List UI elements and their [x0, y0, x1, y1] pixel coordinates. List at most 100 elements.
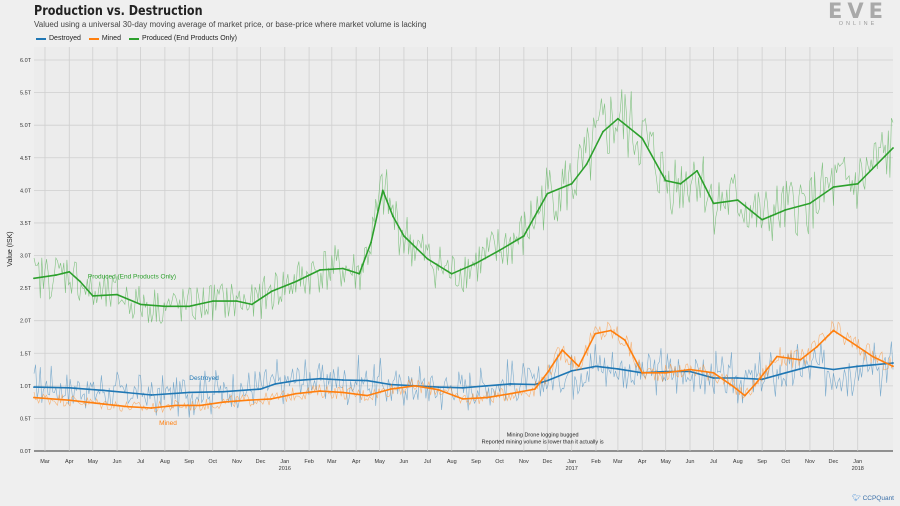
data-point-mined — [509, 392, 512, 395]
y-tick-label: 4.5T — [20, 156, 32, 162]
data-point-produced — [55, 274, 57, 276]
x-year-label: 2017 — [566, 466, 578, 472]
x-tick-label: Jun — [686, 459, 695, 465]
data-point-mined — [641, 371, 644, 374]
data-point-mined — [799, 358, 802, 361]
data-point-mined — [68, 399, 71, 402]
data-point-mined — [222, 401, 225, 404]
x-tick-label: Apr — [638, 459, 647, 465]
data-point-mined — [871, 355, 874, 358]
x-tick-label: May — [88, 459, 99, 465]
data-point-destroyed — [222, 390, 225, 393]
data-point-produced — [381, 189, 384, 192]
author-credit[interactable]: 🐦︎ CCPQuant — [852, 494, 894, 502]
data-point-mined — [414, 384, 416, 387]
data-point-produced — [809, 202, 811, 205]
data-point-produced — [761, 218, 764, 221]
data-point-produced — [79, 280, 82, 283]
legend: Destroyed Mined Produced (End Products O… — [36, 35, 237, 42]
data-point-mined — [546, 371, 549, 374]
data-point-produced — [696, 169, 698, 172]
x-tick-label: May — [661, 459, 672, 465]
data-point-produced — [370, 241, 372, 244]
y-tick-label: 3.5T — [20, 221, 32, 227]
data-point-destroyed — [486, 384, 488, 387]
data-point-produced — [679, 182, 682, 185]
x-tick-label: Sep — [184, 459, 194, 465]
data-point-mined — [776, 355, 778, 358]
data-point-produced — [211, 300, 214, 303]
series-noise-destroyed — [33, 341, 894, 418]
data-point-destroyed — [892, 362, 894, 364]
data-point-produced — [892, 147, 894, 149]
y-tick-label: 4.0T — [20, 188, 32, 194]
data-point-destroyed — [341, 379, 344, 381]
x-tick-label: Aug — [160, 459, 170, 465]
data-point-mined — [127, 405, 129, 408]
data-point-produced — [712, 202, 715, 205]
logo-wordmark: EVE — [828, 0, 888, 23]
data-point-produced — [294, 280, 297, 283]
chart-annotation: Reported mining volume is lower than it … — [482, 440, 604, 446]
y-tick-label: 1.0T — [20, 384, 32, 390]
data-point-mined — [389, 388, 392, 390]
x-tick-label: Feb — [591, 459, 600, 465]
data-point-mined — [247, 399, 249, 402]
legend-item-produced[interactable]: Produced (End Products Only) — [128, 35, 237, 42]
legend-swatch-produced — [128, 37, 139, 40]
x-year-label: 2018 — [852, 466, 864, 472]
data-point-destroyed — [274, 382, 277, 385]
data-point-produced — [832, 186, 835, 188]
data-point-produced — [236, 300, 238, 303]
data-point-mined — [366, 394, 368, 397]
legend-item-mined[interactable]: Mined — [88, 35, 121, 42]
data-point-destroyed — [595, 365, 597, 368]
legend-label-destroyed: Destroyed — [49, 35, 81, 42]
data-point-mined — [577, 365, 580, 368]
data-point-destroyed — [570, 369, 573, 372]
data-point-mined — [624, 339, 626, 342]
y-tick-label: 5.0T — [20, 123, 32, 129]
data-point-destroyed — [319, 377, 321, 380]
data-point-mined — [712, 371, 715, 374]
x-tick-label: Jan — [567, 459, 576, 465]
logo-subtext: ONLINE — [838, 21, 878, 27]
data-point-mined — [150, 407, 153, 409]
x-tick-label: May — [374, 459, 385, 465]
data-point-mined — [102, 403, 105, 405]
data-point-produced — [403, 235, 405, 237]
data-point-destroyed — [188, 391, 191, 394]
y-tick-label: 0.5T — [20, 416, 32, 422]
chart-annotation: Mining Drone logging bugged — [507, 433, 579, 439]
series-label-produced: Produced (End Products Only) — [88, 273, 176, 280]
legend-item-destroyed[interactable]: Destroyed — [36, 35, 81, 42]
data-point-produced — [358, 272, 361, 275]
data-point-destroyed — [617, 367, 619, 370]
y-tick-label: 1.5T — [20, 351, 32, 357]
data-point-mined — [437, 388, 440, 391]
x-tick-label: Sep — [757, 459, 767, 465]
data-point-produced — [392, 215, 394, 218]
data-point-destroyed — [68, 386, 71, 389]
data-point-produced — [250, 303, 253, 306]
data-point-mined — [341, 391, 344, 394]
data-point-produced — [641, 137, 644, 140]
data-point-produced — [585, 163, 588, 166]
x-year-label: 2016 — [279, 466, 291, 472]
data-point-destroyed — [259, 388, 262, 390]
data-point-produced — [426, 257, 429, 260]
data-point-mined — [816, 345, 818, 348]
y-tick-label: 3.0T — [20, 254, 32, 260]
data-point-mined — [461, 397, 464, 400]
x-tick-label: Jun — [399, 459, 408, 465]
x-tick-label: Apr — [65, 459, 74, 465]
data-point-produced — [341, 267, 344, 270]
data-point-mined — [892, 365, 894, 368]
data-point-mined — [270, 397, 273, 400]
data-point-destroyed — [437, 386, 440, 389]
data-point-produced — [736, 199, 739, 202]
series-noise-mined — [33, 320, 894, 414]
data-point-destroyed — [366, 379, 368, 382]
y-axis-title: Value (ISK) — [7, 231, 14, 266]
